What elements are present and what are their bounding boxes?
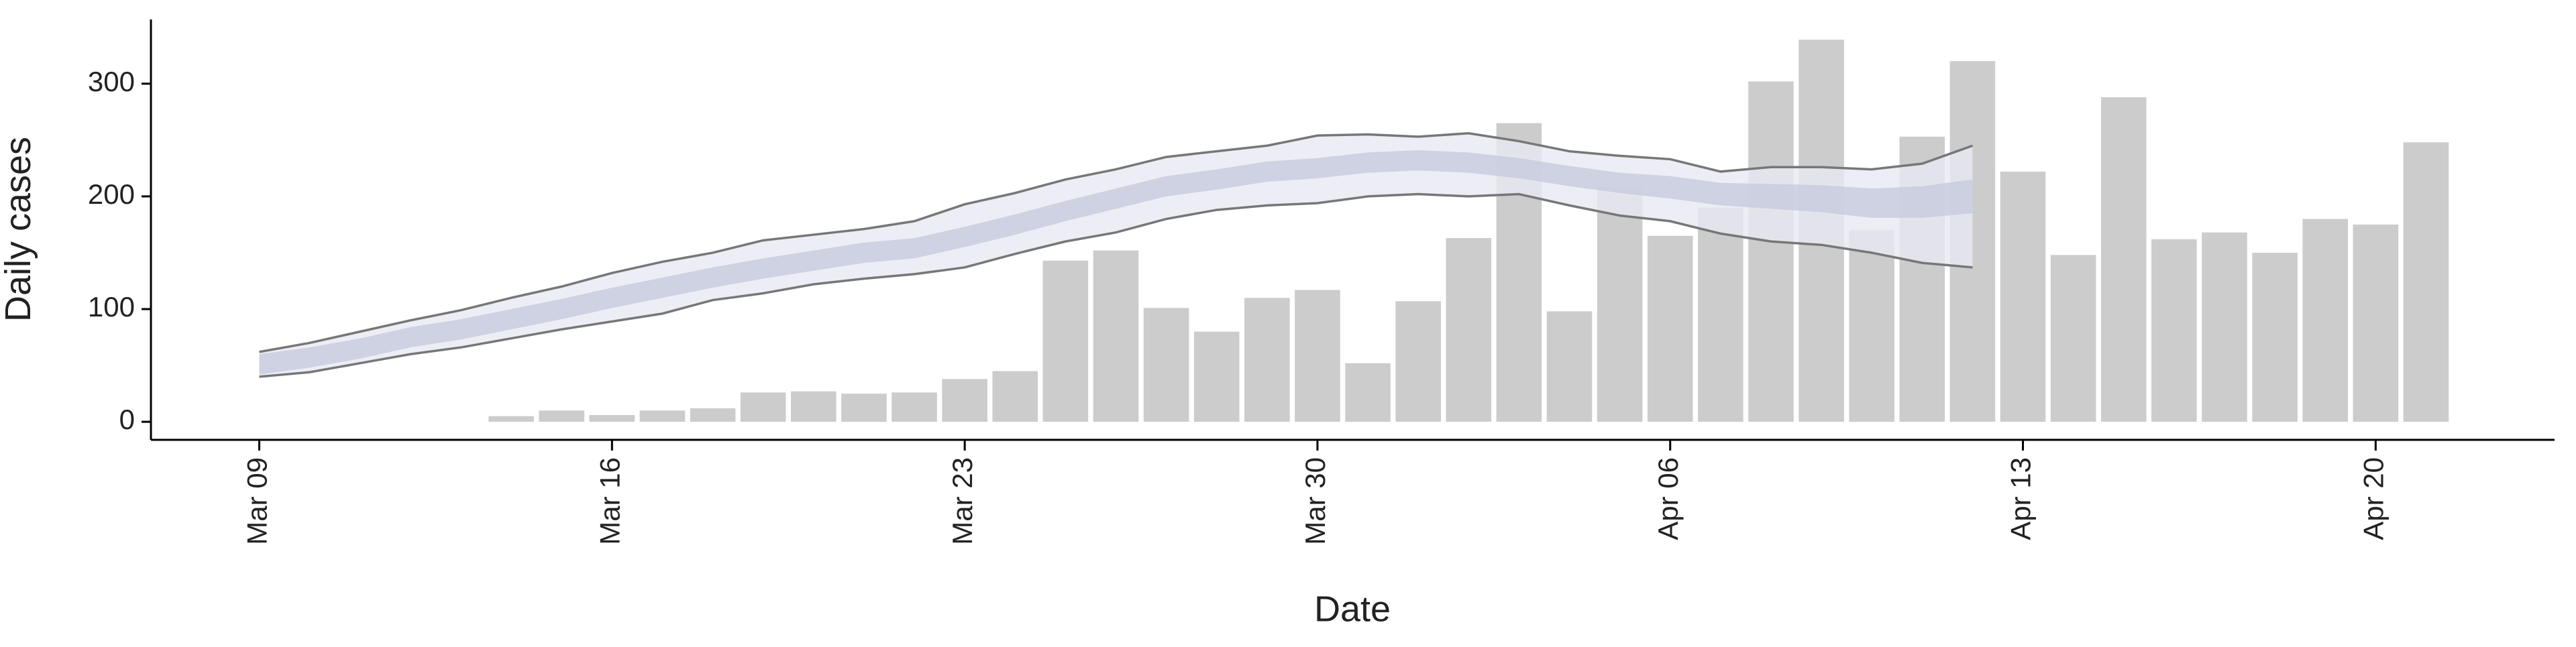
bar — [1446, 238, 1492, 422]
x-tick-label: Apr 13 — [2005, 457, 2037, 540]
bar — [2202, 232, 2247, 422]
bar — [2403, 142, 2449, 422]
bar — [892, 392, 937, 422]
y-tick-label: 100 — [88, 291, 135, 322]
x-tick-label: Mar 16 — [594, 457, 625, 545]
bar — [488, 416, 534, 422]
bar — [2050, 255, 2096, 422]
x-axis-title: Date — [1314, 589, 1391, 629]
bar — [1546, 311, 1593, 422]
band — [259, 133, 1973, 377]
bar — [690, 408, 736, 422]
y-tick-label: 0 — [119, 404, 135, 435]
bar — [1042, 260, 1089, 422]
bar — [1849, 230, 1894, 422]
bar — [1093, 250, 1139, 422]
bar — [841, 394, 887, 422]
bar — [589, 415, 635, 422]
bar — [1597, 187, 1643, 422]
bar — [539, 410, 584, 422]
bar — [2353, 224, 2399, 422]
bar — [1193, 331, 1240, 422]
y-axis-title: Daily cases — [0, 137, 38, 322]
y-tick-label: 200 — [88, 178, 135, 210]
band-edge — [259, 132, 1974, 353]
bar — [2151, 239, 2197, 422]
bar — [2100, 97, 2147, 422]
bar — [1295, 290, 1340, 422]
bar — [2302, 219, 2349, 422]
bar — [1345, 363, 1391, 422]
bar — [1698, 207, 1743, 422]
bar — [2252, 252, 2298, 422]
bar — [740, 392, 786, 422]
y-tick-label: 300 — [88, 66, 135, 97]
bar — [1395, 301, 1441, 422]
x-tick-label: Mar 23 — [947, 457, 978, 545]
band — [259, 150, 1973, 375]
x-tick-label: Mar 09 — [241, 457, 273, 545]
bar — [942, 379, 987, 422]
x-tick-label: Mar 30 — [1299, 457, 1331, 545]
bar — [1244, 298, 1290, 422]
bar — [790, 391, 837, 422]
bar — [1143, 308, 1189, 422]
bar — [1647, 235, 1693, 422]
band-edge — [259, 192, 1973, 378]
x-tick-label: Apr 06 — [1652, 457, 1684, 540]
bar — [2000, 171, 2046, 422]
bar — [992, 371, 1038, 422]
x-tick-label: Apr 20 — [2357, 457, 2389, 540]
bar — [639, 410, 686, 422]
bar — [1748, 81, 1794, 422]
